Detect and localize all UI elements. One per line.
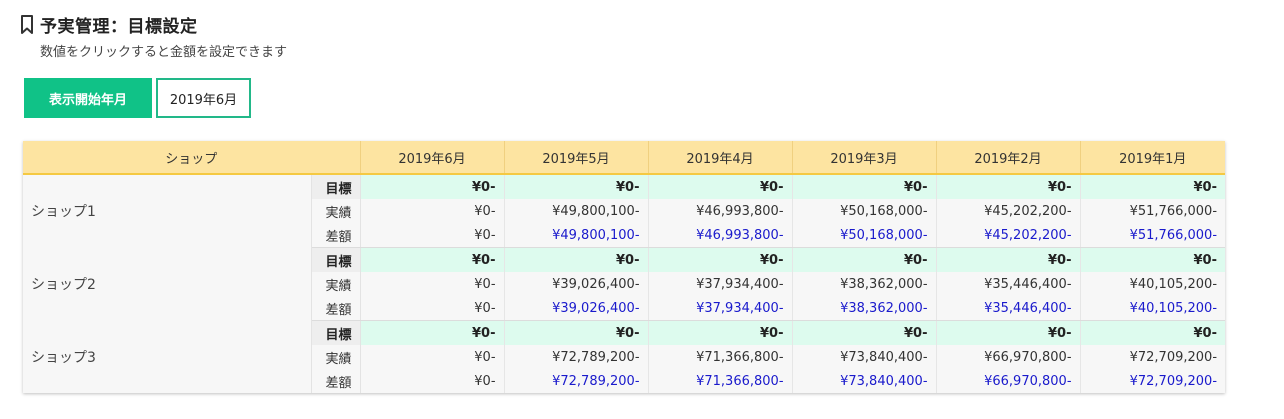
diff-amount-cell: ¥45,202,200- xyxy=(936,223,1081,248)
diff-amount-cell: ¥72,709,200- xyxy=(1080,369,1226,393)
actual-amount-cell: ¥0- xyxy=(360,272,505,296)
table-row-target: ショップ3 目標 ¥0- ¥0- ¥0- ¥0- ¥0- ¥0- xyxy=(23,320,1226,393)
table-row-diff: 差額 ¥0- ¥39,026,400- ¥37,934,400- ¥38,362,000… xyxy=(23,296,1226,321)
bookmark-icon xyxy=(20,14,34,35)
actual-amount-cell: ¥50,168,000- xyxy=(792,199,937,223)
row-label-diff: 差額 xyxy=(311,223,361,248)
diff-amount-cell: ¥49,800,100- xyxy=(504,223,649,248)
date-controls: 表示開始年月 2019年6月 xyxy=(24,78,251,118)
diff-amount-cell: ¥71,366,800- xyxy=(648,369,793,393)
actual-amount-cell: ¥72,789,200- xyxy=(504,345,649,369)
title-row: 予実管理：目標設定 xyxy=(20,12,287,37)
table-row-target: ショップ1 目標 ¥0- ¥0- ¥0- ¥0- ¥0- ¥0- xyxy=(23,174,1226,248)
actual-amount-cell: ¥0- xyxy=(360,345,505,369)
page-subtitle: 数値をクリックすると金額を設定できます xyxy=(40,45,288,60)
diff-amount-cell: ¥51,766,000- xyxy=(1080,223,1226,248)
actual-amount-cell: ¥73,840,400- xyxy=(792,345,937,369)
target-amount-cell[interactable]: ¥0- xyxy=(1080,320,1226,345)
actual-amount-cell: ¥40,105,200- xyxy=(1080,272,1226,296)
target-amount-cell[interactable]: ¥0- xyxy=(504,174,649,199)
diff-amount-cell: ¥66,970,800- xyxy=(936,369,1081,393)
diff-amount-cell: ¥73,840,400- xyxy=(792,369,937,393)
diff-amount-cell: ¥40,105,200- xyxy=(1080,296,1226,321)
diff-amount-cell: ¥72,789,200- xyxy=(504,369,649,393)
target-amount-cell[interactable]: ¥0- xyxy=(792,320,937,345)
actual-amount-cell: ¥66,970,800- xyxy=(936,345,1081,369)
actual-amount-cell: ¥46,993,800- xyxy=(648,199,793,223)
table-row-actual: 実績 ¥0- ¥39,026,400- ¥37,934,400- ¥38,362,000… xyxy=(23,272,1226,296)
month-column-header: 2019年2月 xyxy=(936,141,1081,175)
row-label-diff: 差額 xyxy=(311,296,361,321)
diff-amount-cell: ¥37,934,400- xyxy=(648,296,793,321)
target-amount-cell[interactable]: ¥0- xyxy=(504,320,649,345)
actual-amount-cell: ¥51,766,000- xyxy=(1080,199,1226,223)
target-amount-cell[interactable]: ¥0- xyxy=(360,320,505,345)
row-label-actual: 実績 xyxy=(311,272,361,296)
row-label-target: 目標 xyxy=(311,320,361,345)
actual-amount-cell: ¥37,934,400- xyxy=(648,272,793,296)
target-amount-cell[interactable]: ¥0- xyxy=(792,174,937,199)
actual-amount-cell: ¥49,800,100- xyxy=(504,199,649,223)
diff-amount-cell: ¥0- xyxy=(360,296,505,321)
row-label-actual: 実績 xyxy=(311,345,361,369)
target-amount-cell[interactable]: ¥0- xyxy=(648,320,793,345)
diff-amount-cell: ¥46,993,800- xyxy=(648,223,793,248)
target-amount-cell[interactable]: ¥0- xyxy=(936,247,1081,272)
table-row-target: ショップ2 目標 ¥0- ¥0- ¥0- ¥0- ¥0- ¥0- xyxy=(23,247,1226,321)
month-column-header: 2019年1月 xyxy=(1080,141,1226,175)
target-amount-cell[interactable]: ¥0- xyxy=(648,174,793,199)
month-column-header: 2019年3月 xyxy=(792,141,937,175)
row-label-target: 目標 xyxy=(311,174,361,199)
diff-amount-cell: ¥0- xyxy=(360,369,505,393)
page-header: 予実管理：目標設定 数値をクリックすると金額を設定できます xyxy=(20,12,287,60)
table-row-diff: 差額 ¥0- ¥72,789,200- ¥71,366,800- ¥73,840,400… xyxy=(23,369,1226,393)
month-column-header: 2019年4月 xyxy=(648,141,793,175)
target-amount-cell[interactable]: ¥0- xyxy=(360,247,505,272)
budget-table: ショップ 2019年6月 2019年5月 2019年4月 2019年3月 201… xyxy=(23,141,1226,393)
month-column-header: 2019年5月 xyxy=(504,141,649,175)
target-amount-cell[interactable]: ¥0- xyxy=(936,174,1081,199)
shop-name: ショップ1 xyxy=(23,174,312,248)
actual-amount-cell: ¥0- xyxy=(360,199,505,223)
row-label-actual: 実績 xyxy=(311,199,361,223)
table-row-diff: 差額 ¥0- ¥49,800,100- ¥46,993,800- ¥50,168,000… xyxy=(23,223,1226,248)
diff-amount-cell: ¥35,446,400- xyxy=(936,296,1081,321)
table-header-row: ショップ 2019年6月 2019年5月 2019年4月 2019年3月 201… xyxy=(23,141,1226,175)
actual-amount-cell: ¥72,709,200- xyxy=(1080,345,1226,369)
actual-amount-cell: ¥39,026,400- xyxy=(504,272,649,296)
table-row-actual: 実績 ¥0- ¥49,800,100- ¥46,993,800- ¥50,168,000… xyxy=(23,199,1226,223)
shop-column-header: ショップ xyxy=(23,141,361,175)
actual-amount-cell: ¥35,446,400- xyxy=(936,272,1081,296)
table-body: ショップ1 目標 ¥0- ¥0- ¥0- ¥0- ¥0- ¥0- 実績 ¥0- ¥49,800,10… xyxy=(23,174,1226,393)
month-column-header: 2019年6月 xyxy=(360,141,505,175)
shop-name: ショップ2 xyxy=(23,247,312,321)
page-title: 予実管理：目標設定 xyxy=(40,17,198,37)
diff-amount-cell: ¥0- xyxy=(360,223,505,248)
target-amount-cell[interactable]: ¥0- xyxy=(504,247,649,272)
target-amount-cell[interactable]: ¥0- xyxy=(1080,247,1226,272)
actual-amount-cell: ¥71,366,800- xyxy=(648,345,793,369)
diff-amount-cell: ¥50,168,000- xyxy=(792,223,937,248)
actual-amount-cell: ¥38,362,000- xyxy=(792,272,937,296)
target-amount-cell[interactable]: ¥0- xyxy=(360,174,505,199)
start-month-field[interactable]: 2019年6月 xyxy=(156,78,251,118)
row-label-diff: 差額 xyxy=(311,369,361,393)
target-amount-cell[interactable]: ¥0- xyxy=(1080,174,1226,199)
start-month-button[interactable]: 表示開始年月 xyxy=(24,78,152,118)
target-amount-cell[interactable]: ¥0- xyxy=(936,320,1081,345)
target-amount-cell[interactable]: ¥0- xyxy=(648,247,793,272)
diff-amount-cell: ¥39,026,400- xyxy=(504,296,649,321)
target-amount-cell[interactable]: ¥0- xyxy=(792,247,937,272)
row-label-target: 目標 xyxy=(311,247,361,272)
shop-name: ショップ3 xyxy=(23,320,312,393)
diff-amount-cell: ¥38,362,000- xyxy=(792,296,937,321)
table-row-actual: 実績 ¥0- ¥72,789,200- ¥71,366,800- ¥73,840,400… xyxy=(23,345,1226,369)
actual-amount-cell: ¥45,202,200- xyxy=(936,199,1081,223)
